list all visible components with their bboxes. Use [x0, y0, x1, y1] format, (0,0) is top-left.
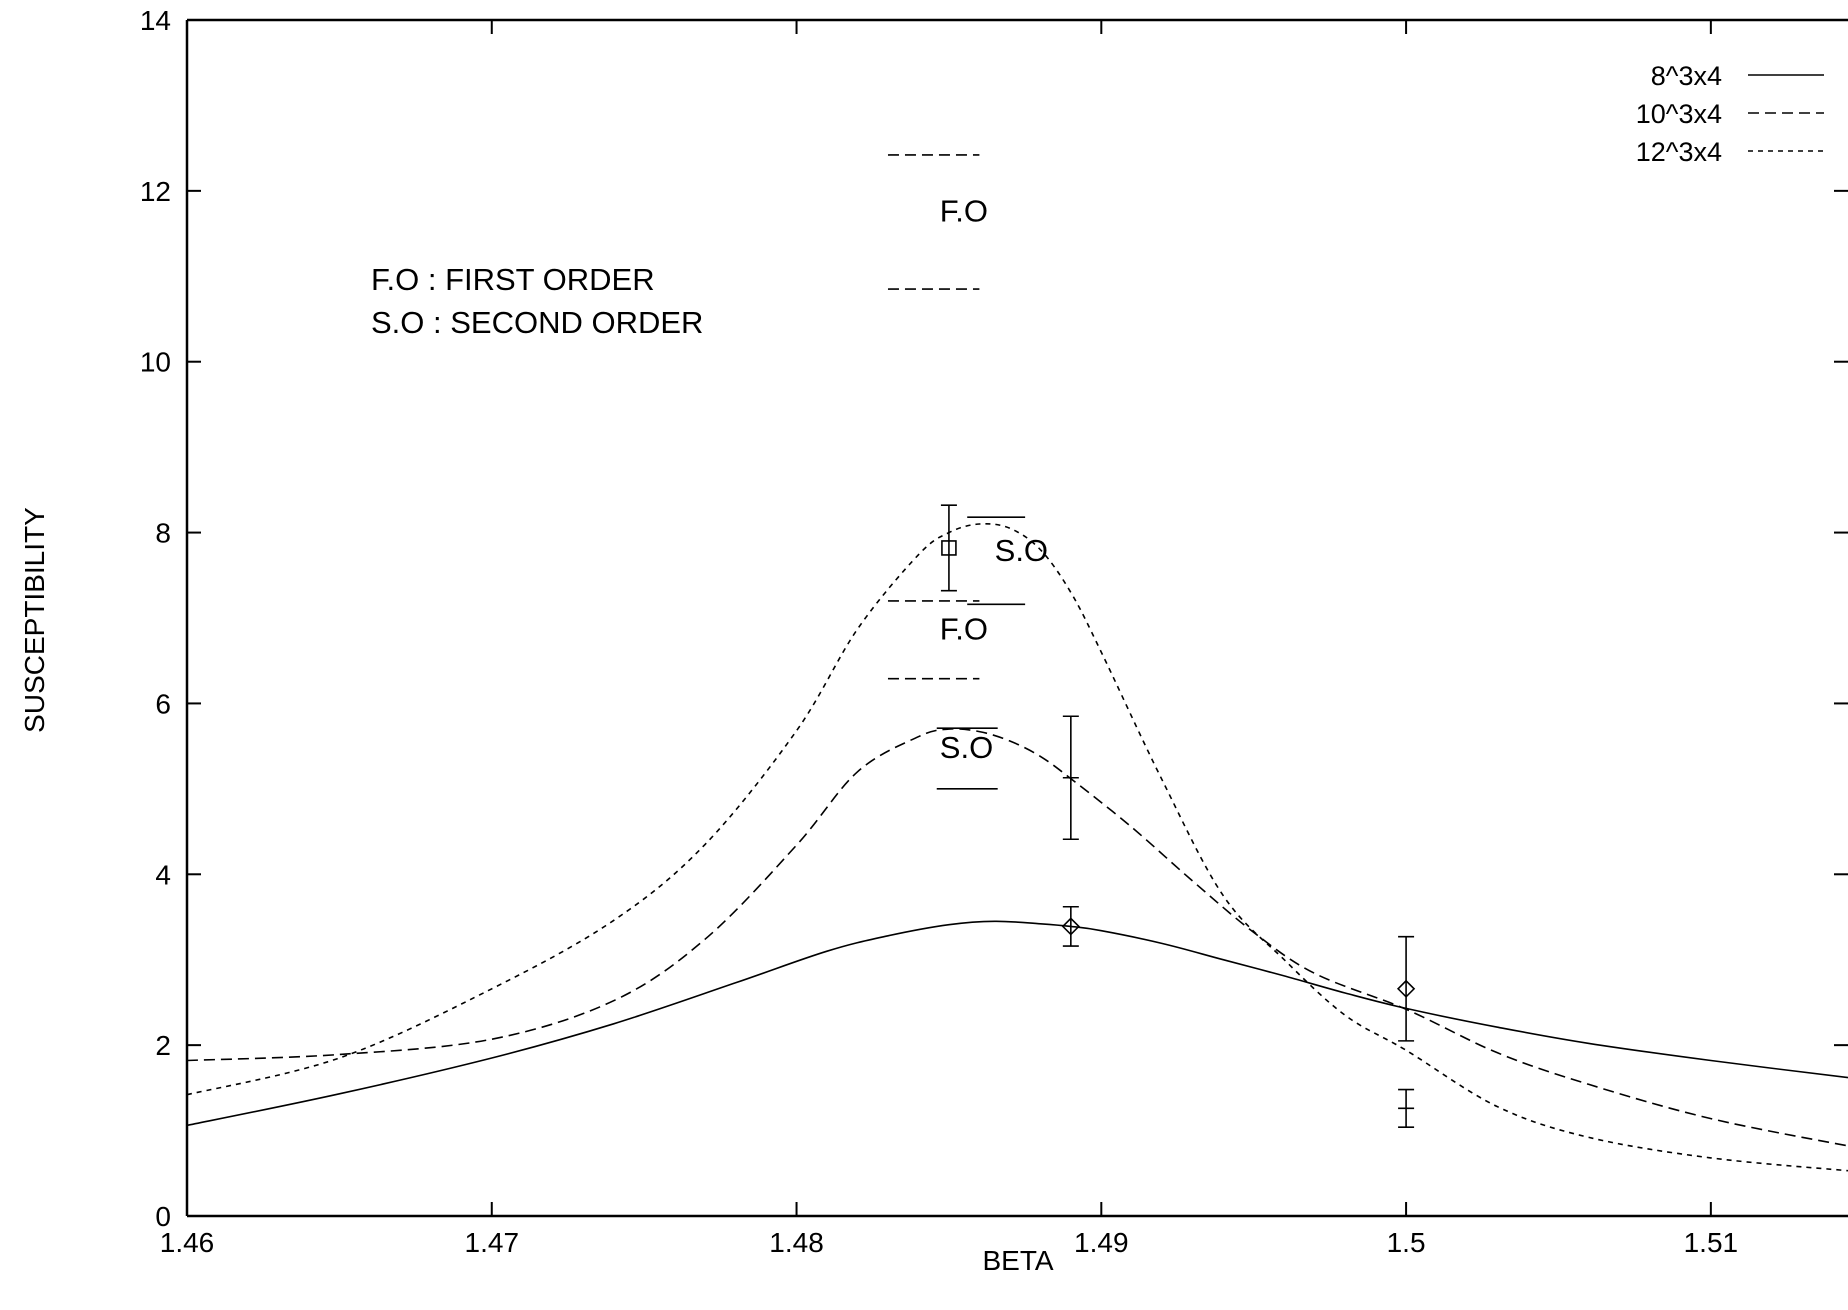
legend-label: 10^3x4 — [1636, 99, 1722, 129]
annotations: F.O S.O F.O S.O — [940, 194, 1048, 765]
data-point-diamond — [1396, 935, 1416, 1042]
x-tick-label: 1.51 — [1684, 1227, 1739, 1258]
data-point-plus — [1398, 1088, 1415, 1128]
y-tick-label: 8 — [155, 518, 171, 549]
key-first-order: F.O : FIRST ORDER — [371, 262, 655, 297]
y-tick-label: 2 — [155, 1030, 171, 1061]
data-point-plus — [1062, 715, 1079, 841]
y-tick-label: 6 — [155, 688, 171, 719]
y-tick-label: 12 — [140, 176, 171, 207]
y-tick-label: 4 — [155, 859, 171, 890]
band-lines — [887, 154, 1026, 790]
legend: 8^3x4 10^3x4 12^3x4 — [1636, 61, 1824, 167]
series-line-10^3x4 — [186, 728, 1848, 1147]
series-line-8^3x4 — [186, 920, 1848, 1127]
y-tick-label: 10 — [140, 347, 171, 378]
key-second-order: S.O : SECOND ORDER — [371, 305, 703, 340]
diamond-marker — [1061, 917, 1080, 936]
series-lines — [186, 522, 1848, 1172]
annotation-label: S.O — [940, 730, 993, 765]
x-tick-label: 1.46 — [160, 1227, 215, 1258]
annotation-label: S.O — [995, 533, 1048, 568]
annotation-label: F.O — [940, 611, 988, 646]
diamond-marker — [1396, 979, 1416, 998]
legend-label: 12^3x4 — [1636, 137, 1722, 167]
x-tick-label: 1.48 — [769, 1227, 824, 1258]
x-ticks: 1.46 1.47 1.48 1.49 1.5 1.51 — [160, 20, 1738, 1258]
y-axis-label: SUSCEPTIBILITY — [19, 507, 50, 733]
annotation-label: F.O — [940, 194, 988, 229]
x-tick-label: 1.5 — [1387, 1227, 1426, 1258]
key-text: F.O : FIRST ORDER S.O : SECOND ORDER — [371, 262, 703, 340]
legend-label: 8^3x4 — [1651, 61, 1722, 91]
square-marker — [941, 540, 957, 556]
y-tick-label: 14 — [140, 5, 171, 36]
x-tick-label: 1.47 — [465, 1227, 520, 1258]
data-points — [940, 504, 1416, 1128]
x-tick-label: 1.49 — [1074, 1227, 1129, 1258]
data-point-square — [940, 504, 957, 592]
y-tick-label: 0 — [155, 1201, 171, 1232]
series-line-12^3x4 — [186, 522, 1848, 1172]
data-point-diamond — [1061, 905, 1080, 947]
y-ticks: 0 2 4 6 8 10 12 14 — [140, 5, 1848, 1232]
plot-frame — [185, 18, 1848, 1218]
x-axis-label: BETA — [982, 1245, 1053, 1276]
